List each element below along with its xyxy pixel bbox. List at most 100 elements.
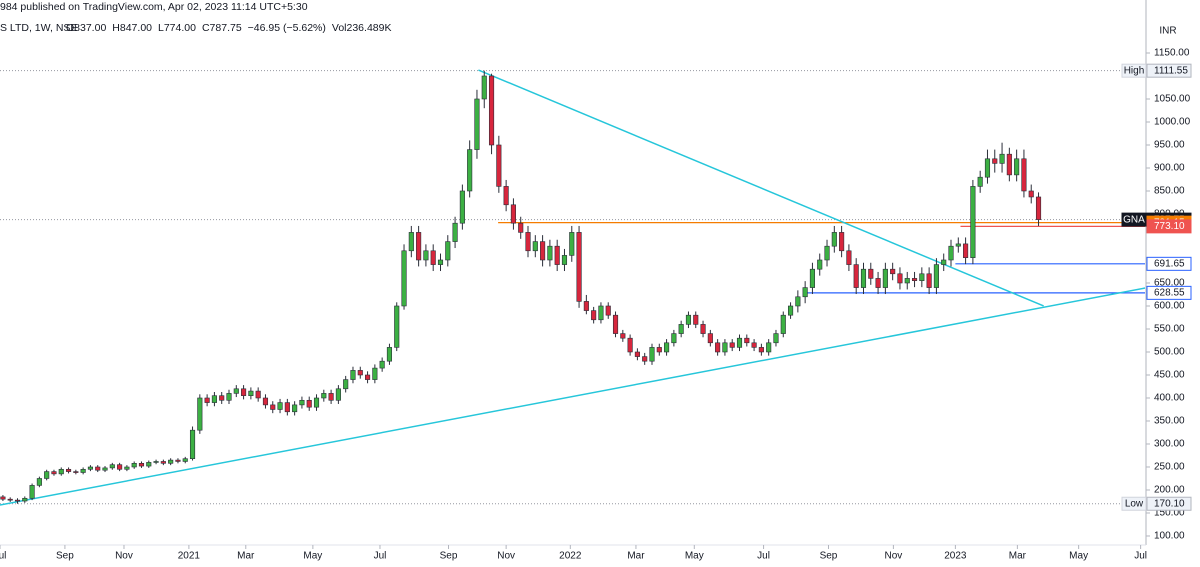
candle-body — [904, 278, 910, 284]
candle-body — [146, 462, 152, 467]
candle-body — [766, 342, 772, 353]
candle-body — [394, 305, 400, 348]
ohlc-value: H847.00 — [112, 22, 152, 34]
candle-body — [226, 393, 232, 401]
level-name: GNA — [1123, 214, 1145, 225]
ohlc-value: O837.00 — [66, 22, 106, 34]
candle-body — [612, 314, 619, 334]
price-badge — [1146, 496, 1192, 511]
candle-body — [758, 347, 764, 353]
candle-body — [773, 333, 779, 344]
y-tick-label: 1150.00 — [1154, 48, 1190, 59]
candle-body — [401, 250, 407, 307]
candle-body — [634, 351, 640, 357]
y-tick-label: 350.00 — [1154, 416, 1185, 427]
candle-body — [350, 370, 356, 380]
candle-body — [284, 402, 290, 413]
y-tick-label: 450.00 — [1154, 370, 1185, 381]
candle-body — [197, 397, 203, 431]
y-tick-label: 300.00 — [1154, 439, 1185, 450]
candle-body — [182, 458, 188, 462]
candle-body — [984, 158, 991, 178]
x-tick-label: Mar — [1009, 551, 1027, 562]
candle-body — [321, 393, 327, 399]
axes: 100.00 150.00 200.00 250.00 300.00 350.00 400.… — [0, 48, 1192, 562]
candle-body — [722, 342, 728, 353]
y-tick-label: 950.00 — [1154, 140, 1185, 151]
candle-body — [707, 333, 713, 344]
x-tick-label: Jul — [757, 551, 770, 562]
y-tick-label: 650.00 — [1154, 278, 1185, 289]
y-tick-label: 200.00 — [1154, 485, 1185, 496]
y-tick-label: 250.00 — [1154, 462, 1185, 473]
level-name-badge — [1121, 496, 1147, 511]
candle-body — [941, 259, 947, 265]
candle-body — [846, 250, 852, 265]
candle-body — [963, 243, 969, 258]
candle-body — [313, 397, 320, 408]
candle-body — [911, 278, 918, 281]
candle-body — [693, 314, 699, 325]
candle-body — [809, 268, 816, 288]
y-tick-label: 400.00 — [1154, 393, 1185, 404]
candle-body — [817, 259, 823, 270]
candle-body — [795, 296, 801, 307]
ohlc-value: Vol236.489K — [332, 22, 392, 34]
x-tick-label: Nov — [497, 551, 515, 562]
x-tick-label: Sep — [820, 551, 838, 562]
candle-body — [459, 190, 465, 224]
candle-body — [547, 245, 553, 261]
candle-body — [211, 395, 217, 403]
candle-body — [452, 222, 458, 242]
x-tick-label: Jul — [374, 551, 387, 562]
candle-body — [1021, 158, 1027, 192]
candle-body — [423, 250, 429, 261]
candle-body — [955, 243, 961, 247]
y-tick-label: 850.00 — [1154, 186, 1185, 197]
candle-body — [124, 466, 130, 470]
candle-body — [715, 342, 721, 353]
candle-body — [474, 98, 480, 150]
candle-body — [510, 204, 516, 224]
candle-body — [518, 222, 524, 233]
candle-body — [540, 241, 546, 261]
candle-body — [445, 241, 451, 261]
candle-body — [58, 468, 64, 475]
price-badge-label: 1111.55 — [1154, 65, 1188, 76]
symbol: S LTD, 1W, NSE — [0, 22, 77, 34]
candle-body — [365, 374, 371, 380]
candle-body — [802, 287, 808, 298]
candle-body — [525, 232, 531, 252]
candle-body — [7, 498, 13, 501]
price-badge-label: 628.55 — [1154, 287, 1185, 298]
candle-body — [583, 301, 589, 311]
x-tick-label: Sep — [56, 551, 74, 562]
candle-body — [175, 459, 181, 462]
price-badge — [1146, 285, 1192, 300]
x-tick-label: 2021 — [178, 551, 201, 562]
candle-body — [160, 461, 166, 464]
x-tick-label: Nov — [115, 551, 133, 562]
candle-body — [751, 342, 757, 348]
candle-body — [29, 485, 35, 499]
candle-body — [44, 471, 50, 479]
price-badge-label: 170.10 — [1154, 498, 1185, 509]
ohlc-value: C787.75 — [202, 22, 242, 34]
candle-body — [248, 390, 254, 396]
candle-body — [598, 305, 604, 321]
candle-body — [335, 388, 341, 401]
candle-body — [73, 471, 79, 473]
candle-body — [554, 245, 560, 265]
level-name-badge — [1121, 212, 1147, 227]
candle-body — [605, 305, 611, 316]
candle-body — [233, 388, 239, 394]
candle-body — [1006, 153, 1012, 176]
candle-body — [831, 232, 837, 247]
candle-body — [95, 466, 101, 471]
currency: INR — [1159, 26, 1176, 37]
candle-body — [824, 245, 830, 261]
candle-body — [620, 333, 626, 339]
candle-body — [109, 464, 115, 469]
candle-body — [977, 176, 983, 187]
